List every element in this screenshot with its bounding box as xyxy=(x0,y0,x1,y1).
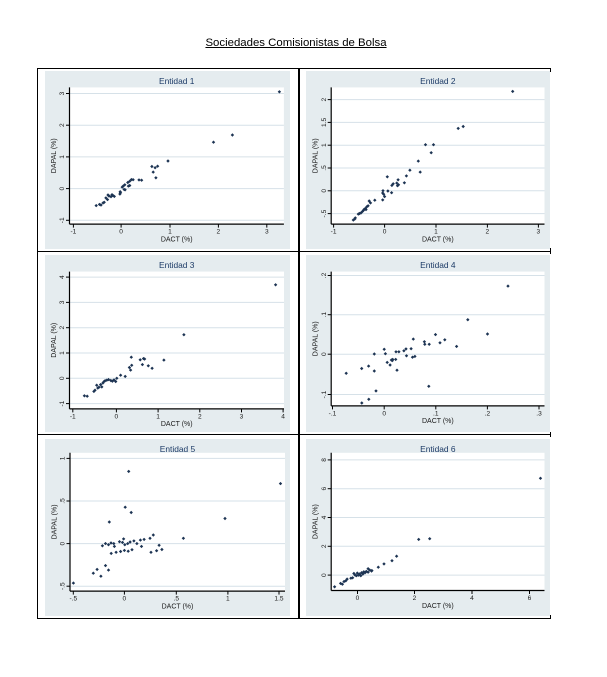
svg-text:6: 6 xyxy=(527,595,531,602)
svg-text:Entidad 5: Entidad 5 xyxy=(160,444,196,454)
svg-text:1: 1 xyxy=(320,143,327,147)
svg-text:0: 0 xyxy=(119,229,123,236)
svg-text:Entidad 4: Entidad 4 xyxy=(420,260,456,270)
svg-text:2: 2 xyxy=(59,326,66,330)
svg-text:3: 3 xyxy=(59,92,66,96)
svg-text:0: 0 xyxy=(382,229,386,236)
svg-text:8: 8 xyxy=(320,458,327,462)
svg-text:0: 0 xyxy=(320,189,327,193)
svg-text:-1: -1 xyxy=(59,401,66,407)
svg-text:1: 1 xyxy=(60,456,67,460)
svg-text:2: 2 xyxy=(217,229,221,236)
svg-text:-.1: -.1 xyxy=(320,391,327,399)
svg-text:DAPAL (%): DAPAL (%) xyxy=(312,504,319,539)
svg-text:DACT (%): DACT (%) xyxy=(161,422,193,429)
svg-text:4: 4 xyxy=(281,414,285,421)
svg-text:1.5: 1.5 xyxy=(320,118,327,127)
svg-text:0: 0 xyxy=(382,411,386,418)
svg-text:4: 4 xyxy=(320,515,327,519)
svg-text:3: 3 xyxy=(536,229,540,236)
svg-text:2: 2 xyxy=(320,544,327,548)
svg-text:.5: .5 xyxy=(320,165,327,171)
svg-text:0: 0 xyxy=(123,595,127,602)
svg-text:DAPAL (%): DAPAL (%) xyxy=(51,323,58,358)
svg-text:1: 1 xyxy=(59,155,66,159)
svg-text:1: 1 xyxy=(59,351,66,355)
svg-text:-.5: -.5 xyxy=(69,595,77,602)
svg-text:-.1: -.1 xyxy=(328,411,336,418)
svg-text:3: 3 xyxy=(265,229,269,236)
svg-text:-1: -1 xyxy=(330,229,336,236)
svg-text:1: 1 xyxy=(168,229,172,236)
svg-text:-1: -1 xyxy=(70,414,76,421)
svg-text:DACT (%): DACT (%) xyxy=(421,419,453,426)
svg-text:4: 4 xyxy=(59,275,66,279)
svg-text:4: 4 xyxy=(470,595,474,602)
svg-text:2: 2 xyxy=(320,98,327,102)
svg-text:-.5: -.5 xyxy=(60,582,67,590)
svg-text:DACT (%): DACT (%) xyxy=(162,603,194,610)
svg-text:0: 0 xyxy=(320,573,327,577)
svg-text:DAPAL (%): DAPAL (%) xyxy=(51,139,58,174)
svg-text:0: 0 xyxy=(355,595,359,602)
svg-text:0: 0 xyxy=(115,414,119,421)
svg-text:Entidad 2: Entidad 2 xyxy=(420,76,456,86)
svg-text:3: 3 xyxy=(240,414,244,421)
svg-text:-.5: -.5 xyxy=(320,210,327,218)
svg-text:DACT (%): DACT (%) xyxy=(161,237,193,244)
svg-text:Entidad 3: Entidad 3 xyxy=(159,260,195,270)
svg-text:.5: .5 xyxy=(174,595,180,602)
svg-text:.2: .2 xyxy=(320,273,327,279)
svg-text:2: 2 xyxy=(198,414,202,421)
svg-text:0: 0 xyxy=(59,377,66,381)
svg-text:1: 1 xyxy=(226,595,230,602)
svg-text:.1: .1 xyxy=(433,411,439,418)
svg-text:DAPAL (%): DAPAL (%) xyxy=(51,504,58,539)
svg-text:DAPAL (%): DAPAL (%) xyxy=(312,139,319,174)
svg-text:DAPAL (%): DAPAL (%) xyxy=(312,322,319,357)
svg-text:2: 2 xyxy=(485,229,489,236)
svg-text:.5: .5 xyxy=(60,498,67,504)
svg-text:2: 2 xyxy=(412,595,416,602)
svg-text:6: 6 xyxy=(320,486,327,490)
svg-text:Entidad 1: Entidad 1 xyxy=(159,76,195,86)
svg-text:-1: -1 xyxy=(70,229,76,236)
svg-text:1: 1 xyxy=(434,229,438,236)
svg-text:Entidad 6: Entidad 6 xyxy=(420,444,456,454)
svg-text:DACT (%): DACT (%) xyxy=(421,237,453,244)
svg-text:1: 1 xyxy=(156,414,160,421)
svg-text:.2: .2 xyxy=(484,411,490,418)
svg-text:0: 0 xyxy=(320,352,327,356)
svg-text:0: 0 xyxy=(59,187,66,191)
svg-text:1.5: 1.5 xyxy=(274,595,283,602)
svg-text:DACT (%): DACT (%) xyxy=(421,603,453,610)
svg-text:3: 3 xyxy=(59,301,66,305)
svg-text:.1: .1 xyxy=(320,312,327,318)
svg-text:2: 2 xyxy=(59,123,66,127)
svg-text:-1: -1 xyxy=(59,217,66,223)
svg-text:.3: .3 xyxy=(536,411,542,418)
svg-text:0: 0 xyxy=(60,541,67,545)
